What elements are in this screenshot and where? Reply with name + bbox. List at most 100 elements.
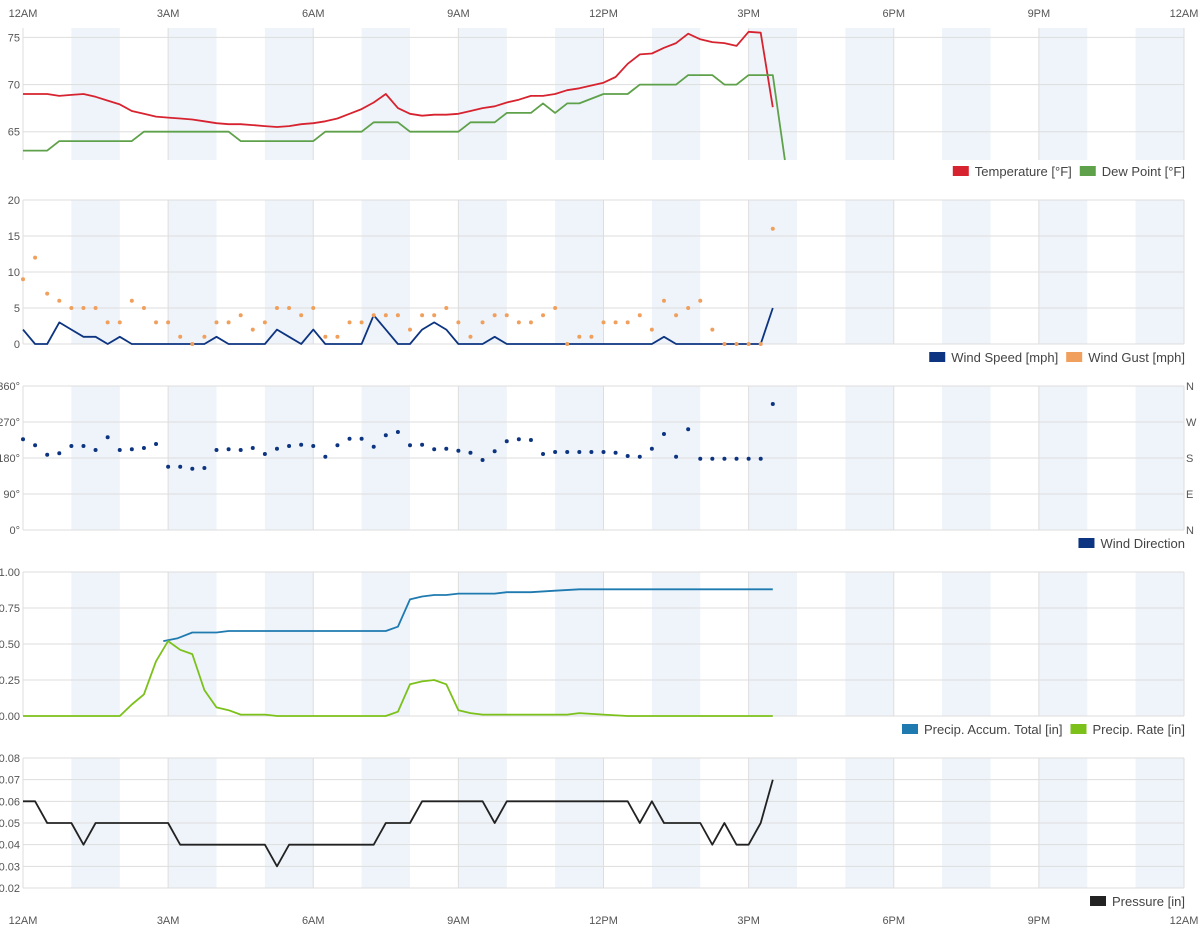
data-point: [238, 448, 243, 452]
data-point: [420, 313, 425, 318]
y-tick-label: 1.00: [0, 567, 20, 579]
data-point: [81, 306, 86, 310]
x-axis-top-label: 9PM: [1028, 8, 1051, 20]
hour-stripe: [458, 28, 507, 160]
data-point: [359, 320, 364, 325]
data-point: [274, 446, 279, 451]
data-point: [698, 298, 703, 303]
x-axis-bottom-label: 9PM: [1028, 915, 1051, 927]
y-right-tick-label: W: [1186, 417, 1197, 429]
data-point: [674, 313, 679, 318]
data-point: [674, 454, 679, 459]
data-point: [287, 306, 292, 310]
series-line: [23, 640, 773, 717]
data-point: [746, 456, 751, 461]
y-tick-label: 180°: [0, 453, 20, 465]
data-point: [565, 450, 570, 454]
hour-stripe: [1038, 28, 1088, 160]
legend-swatch: [902, 724, 918, 734]
data-point: [710, 327, 715, 332]
data-point: [504, 313, 509, 318]
legend-swatch: [929, 352, 946, 362]
data-point: [686, 306, 691, 310]
series-line: [22, 307, 774, 345]
data-point: [710, 456, 715, 461]
data-point: [637, 313, 642, 318]
data-point: [589, 450, 594, 454]
data-point: [613, 320, 618, 325]
y-tick-label: 0°: [9, 525, 20, 537]
data-point: [661, 298, 666, 303]
data-point: [408, 327, 412, 332]
data-point: [274, 306, 279, 310]
y-tick-label: 0.06: [0, 796, 20, 808]
data-point: [432, 447, 437, 452]
data-point: [758, 342, 763, 346]
data-point: [661, 432, 666, 436]
data-point: [166, 464, 171, 469]
y-tick-label: 0.07: [0, 775, 20, 787]
x-axis-bottom-label: 9AM: [447, 915, 470, 927]
data-point: [190, 466, 195, 471]
data-point: [141, 306, 146, 310]
data-point: [347, 436, 352, 441]
hour-stripe: [264, 28, 314, 160]
data-point: [480, 320, 485, 325]
y-tick-label: 0.25: [0, 675, 20, 687]
series-line: [23, 74, 786, 161]
data-point: [432, 313, 437, 318]
legend-swatch: [1066, 352, 1083, 362]
data-point: [178, 334, 183, 339]
data-point: [492, 449, 497, 454]
x-axis-top-label: 9AM: [447, 8, 470, 20]
data-point: [528, 320, 533, 325]
y-tick-label: 65: [8, 127, 20, 139]
data-point: [686, 427, 691, 432]
y-tick-label: 0.00: [0, 711, 20, 723]
x-axis-top-label: 6PM: [882, 8, 905, 20]
data-point: [722, 456, 727, 461]
data-point: [456, 448, 461, 453]
data-point: [202, 466, 207, 470]
y-tick-label: 0.02: [0, 883, 20, 895]
data-point: [311, 444, 316, 448]
data-point: [33, 443, 38, 448]
y-right-tick-label: N: [1186, 381, 1194, 393]
y-tick-label: 270°: [0, 417, 20, 429]
chart-panel-2: 0 5 10 15 20 Wind Gust [mph] Wind Speed [mph]: [8, 195, 1185, 365]
data-point: [226, 320, 231, 325]
x-axis-bottom-label: 6PM: [882, 915, 905, 927]
data-point: [468, 450, 473, 455]
data-point: [93, 306, 98, 310]
data-point: [226, 447, 231, 452]
hour-stripe: [555, 28, 604, 160]
data-point: [311, 306, 316, 310]
x-axis-bottom-label: 12PM: [589, 915, 618, 927]
y-right-tick-label: S: [1186, 453, 1193, 465]
y-tick-label: 0.03: [0, 861, 20, 873]
data-point: [541, 452, 546, 456]
data-point: [770, 402, 775, 406]
y-tick-label: 0: [14, 339, 20, 351]
legend-swatch: [1079, 166, 1096, 176]
y-tick-label: 20: [8, 195, 20, 207]
data-point: [444, 306, 449, 310]
data-point: [734, 342, 739, 346]
data-point: [57, 451, 62, 456]
x-axis-bottom-label: 6AM: [302, 915, 325, 927]
series-line: [23, 779, 774, 868]
hour-stripe: [845, 28, 894, 160]
data-point: [553, 306, 558, 310]
data-point: [770, 226, 775, 231]
legend-label: Wind Speed [mph]: [951, 350, 1058, 365]
legend-label: Wind Direction: [1100, 536, 1185, 551]
legend-label: Pressure [in]: [1112, 894, 1185, 909]
data-point: [504, 439, 509, 444]
data-point: [758, 456, 763, 461]
data-point: [21, 277, 25, 282]
data-point: [565, 342, 570, 346]
data-point: [541, 313, 546, 318]
y-tick-label: 70: [8, 80, 20, 92]
y-tick-label: 0.08: [0, 753, 20, 765]
data-point: [250, 446, 255, 450]
